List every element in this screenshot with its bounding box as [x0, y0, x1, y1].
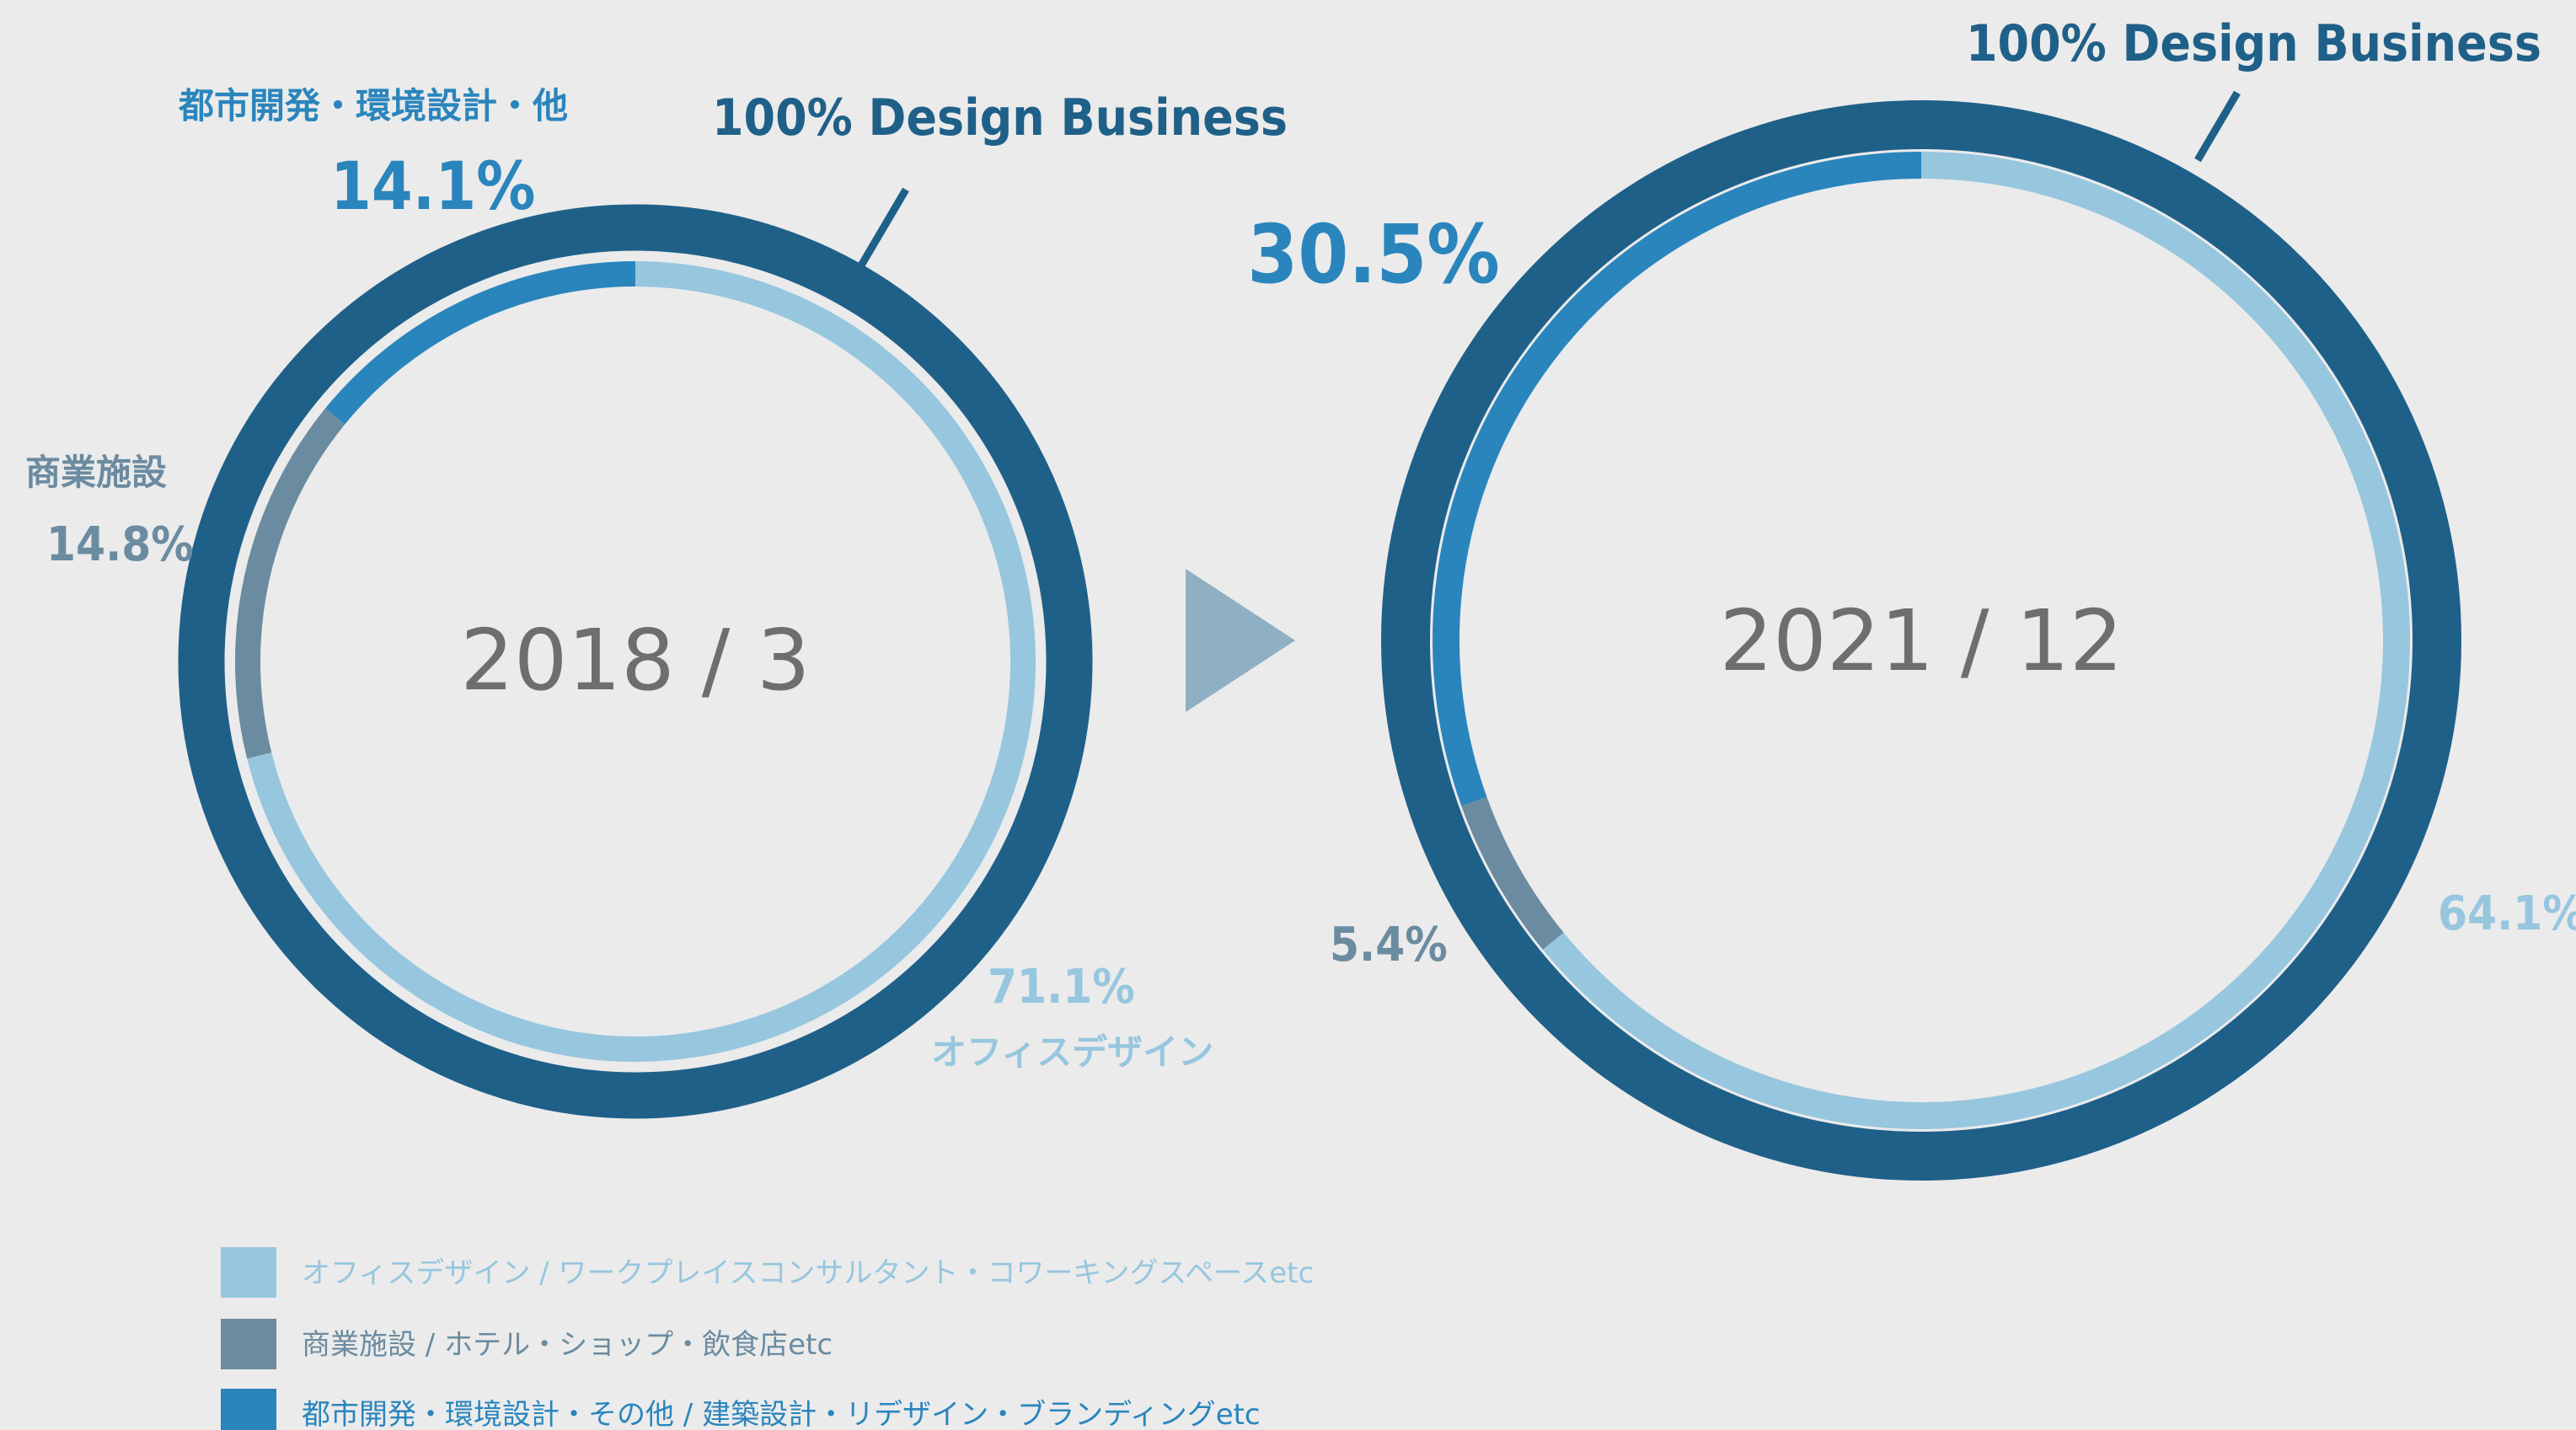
segments-2018 — [235, 261, 1036, 1062]
office-value-label-2021: 64.1% — [2438, 886, 2576, 941]
center-label-2018: 2018 / 3 — [460, 611, 810, 710]
legend-label-urban: 都市開発・環境設計・その他 / 建築設計・リデザイン・ブランディングetc — [302, 1398, 1261, 1430]
commercial-category-label-2018: 商業施設 — [25, 452, 167, 493]
urban-value-label-2018: 14.1% — [330, 149, 535, 225]
legend-swatch-office — [221, 1247, 276, 1298]
outer-label-leader-2021 — [2194, 90, 2241, 163]
segment-urban-2018 — [325, 261, 636, 425]
center-label-2021: 2021 / 12 — [1719, 592, 2123, 690]
legend-swatch-commercial — [221, 1319, 276, 1369]
urban-category-label-2018: 都市開発・環境設計・他 — [178, 85, 568, 126]
segments-2021 — [1433, 152, 2410, 1129]
segment-office-2018 — [247, 261, 1036, 1062]
commercial-value-label-2021: 5.4% — [1330, 918, 1448, 972]
office-value-label-2018: 71.1% — [988, 960, 1135, 1015]
legend: オフィスデザイン / ワークプレイスコンサルタント・コワーキングスペースetc … — [221, 1247, 1314, 1430]
commercial-value-label-2018: 14.8% — [46, 517, 194, 572]
chart-2018: 100% Design Business 2018 / 3 都市開発・環境設計・… — [25, 85, 1288, 1119]
outer-label-2018: 100% Design Business — [712, 88, 1288, 147]
outer-label-2021: 100% Design Business — [1966, 14, 2541, 73]
outer-ring-2018 — [178, 204, 1093, 1119]
legend-swatch-urban — [221, 1389, 276, 1430]
segment-office-2021 — [1542, 152, 2410, 1129]
legend-label-office: オフィスデザイン / ワークプレイスコンサルタント・コワーキングスペースetc — [302, 1256, 1314, 1290]
segment-commercial-2018 — [235, 408, 345, 759]
segment-urban-2021 — [1433, 152, 1922, 806]
urban-value-label-2021: 30.5% — [1247, 207, 1500, 302]
outer-ring-2021 — [1381, 100, 2461, 1181]
segment-commercial-2021 — [1461, 796, 1564, 950]
office-category-label-2018: オフィスデザイン — [931, 1031, 1213, 1073]
chart-2021: 100% Design Business 2021 / 12 30.5% 5.4… — [1247, 14, 2576, 1181]
outer-label-leader-2018 — [858, 187, 909, 268]
legend-label-commercial: 商業施設 / ホテル・ショップ・飲食店etc — [302, 1328, 833, 1362]
triangle-right-icon — [1186, 569, 1295, 712]
